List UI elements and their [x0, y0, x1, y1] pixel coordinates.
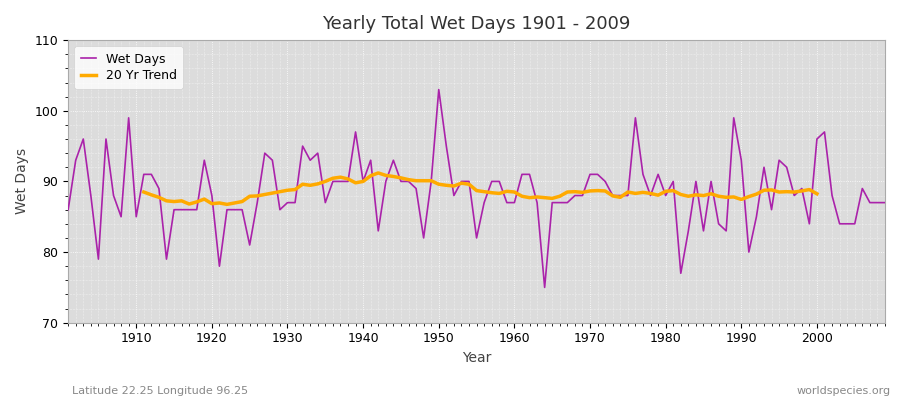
Wet Days: [63, 207, 74, 212]
Wet Days: [879, 200, 890, 205]
Wet Days: [335, 179, 346, 184]
Wet Days: [517, 172, 527, 177]
20 Yr Trend: [713, 194, 724, 199]
20 Yr Trend: [139, 190, 149, 194]
Line: 20 Yr Trend: 20 Yr Trend: [144, 173, 817, 204]
20 Yr Trend: [221, 202, 232, 207]
Wet Days: [123, 116, 134, 120]
Wet Days: [434, 87, 445, 92]
Wet Days: [509, 200, 520, 205]
Y-axis label: Wet Days: Wet Days: [15, 148, 29, 214]
20 Yr Trend: [812, 191, 823, 196]
X-axis label: Year: Year: [462, 351, 491, 365]
20 Yr Trend: [796, 188, 807, 193]
Title: Yearly Total Wet Days 1901 - 2009: Yearly Total Wet Days 1901 - 2009: [322, 15, 631, 33]
Text: worldspecies.org: worldspecies.org: [796, 386, 891, 396]
Wet Days: [290, 200, 301, 205]
Wet Days: [539, 285, 550, 290]
20 Yr Trend: [623, 190, 634, 194]
Legend: Wet Days, 20 Yr Trend: Wet Days, 20 Yr Trend: [75, 46, 183, 89]
20 Yr Trend: [350, 180, 361, 185]
20 Yr Trend: [373, 170, 383, 175]
Line: Wet Days: Wet Days: [68, 90, 885, 287]
Wet Days: [615, 193, 626, 198]
20 Yr Trend: [728, 194, 739, 199]
20 Yr Trend: [237, 199, 248, 204]
Text: Latitude 22.25 Longitude 96.25: Latitude 22.25 Longitude 96.25: [72, 386, 248, 396]
